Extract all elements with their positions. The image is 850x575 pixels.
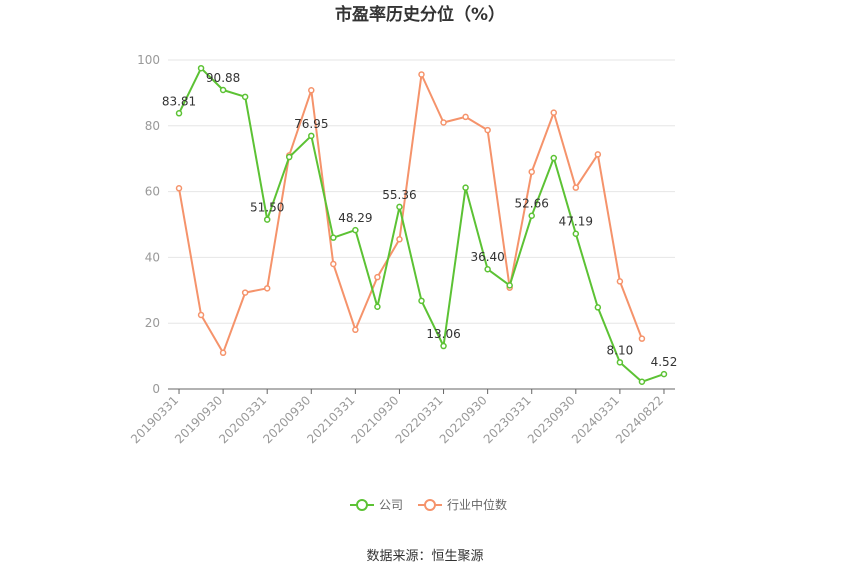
- series-1-point-13: [462, 113, 469, 121]
- y-tick-label-5: 100: [137, 53, 160, 67]
- series-0-point-4: [263, 216, 271, 223]
- series-1-point-19: [594, 151, 602, 158]
- series-1-point-16: [528, 168, 535, 176]
- series-0-point-16: [528, 212, 535, 219]
- x-axis: 2019033120190930202003312020093020210331…: [128, 388, 675, 446]
- data-label-18: 47.19: [559, 215, 593, 229]
- series-1-point-1: [197, 311, 205, 319]
- series-layer: [175, 64, 668, 386]
- data-label-22: 4.52: [651, 355, 678, 369]
- data-label-4: 51.50: [250, 201, 284, 215]
- legend-label-0: 公司: [379, 498, 403, 512]
- y-tick-label-1: 20: [145, 316, 160, 330]
- series-1-point-3: [241, 289, 249, 296]
- series-0-point-20: [616, 359, 624, 366]
- source-text: 数据来源：恒生聚源: [366, 549, 483, 564]
- series-0-point-0: [175, 110, 183, 117]
- series-0-point-3: [241, 93, 249, 101]
- series-0-point-8: [352, 226, 359, 234]
- data-label-10: 55.36: [382, 188, 416, 202]
- data-label-12: 13.06: [426, 327, 460, 341]
- series-0-point-13: [462, 184, 469, 191]
- series-0-point-22: [660, 370, 668, 378]
- data-label-0: 83.81: [162, 94, 196, 108]
- y-tick-label-3: 60: [145, 185, 160, 199]
- legend-item-0[interactable]: 公司: [350, 498, 403, 512]
- data-label-2: 90.88: [206, 71, 240, 85]
- series-0-point-1: [197, 64, 205, 72]
- series-1-point-17: [550, 109, 558, 116]
- series-0-point-14: [484, 265, 491, 273]
- series-1-point-12: [440, 119, 447, 126]
- x-tick-label-11: 20240822: [613, 393, 666, 446]
- y-axis-ticks: 0 20 40 60 80 100: [137, 53, 160, 396]
- series-1-point-6: [308, 87, 315, 94]
- data-label-20: 8.10: [607, 343, 634, 357]
- data-label-6: 76.95: [294, 117, 328, 131]
- series-1-point-18: [572, 184, 580, 191]
- series-0-point-18: [572, 230, 580, 237]
- series-0-point-10: [396, 203, 403, 211]
- series-1-point-14: [484, 126, 491, 134]
- series-1-point-11: [418, 71, 425, 78]
- series-0-point-5: [285, 153, 293, 161]
- series-0-point-19: [594, 304, 602, 311]
- series-0-point-11: [418, 297, 425, 305]
- series-0-point-12: [440, 342, 447, 350]
- legend-marker-1: [424, 499, 436, 511]
- data-label-8: 48.29: [338, 211, 372, 225]
- y-tick-label-2: 40: [145, 250, 160, 264]
- series-1-point-0: [175, 185, 183, 192]
- series-0-point-9: [374, 303, 381, 310]
- series-1-point-21: [638, 335, 646, 342]
- legend[interactable]: 公司 行业中位数: [350, 497, 507, 512]
- series-0-point-6: [308, 132, 315, 140]
- grid-lines: [168, 59, 675, 324]
- legend-item-1[interactable]: 行业中位数: [418, 497, 507, 512]
- series-0-point-2: [219, 86, 227, 94]
- data-label-16: 52.66: [515, 197, 549, 211]
- series-0-point-7: [330, 234, 337, 241]
- chart-title: 市盈率历史分位（%）: [335, 4, 505, 25]
- series-1-point-10: [396, 236, 403, 243]
- series-0-point-15: [506, 282, 513, 289]
- series-1-point-9: [374, 273, 381, 281]
- series-0-point-17: [550, 154, 558, 162]
- series-1-point-2: [219, 349, 227, 357]
- y-tick-label-4: 80: [145, 119, 160, 133]
- data-labels: 83.81 90.88 51.50 76.95 48.29 55.36 13.06 36.40…: [162, 71, 677, 369]
- series-line-1: [178, 73, 643, 354]
- y-tick-label-0: 0: [152, 382, 160, 396]
- series-1-point-7: [330, 260, 337, 268]
- series-0-point-21: [638, 378, 646, 386]
- data-label-14: 36.40: [470, 250, 504, 264]
- series-1-point-4: [263, 285, 271, 292]
- legend-label-1: 行业中位数: [447, 497, 507, 512]
- series-1-point-8: [352, 326, 359, 334]
- series-1-point-20: [616, 278, 624, 285]
- legend-marker-0: [356, 499, 368, 511]
